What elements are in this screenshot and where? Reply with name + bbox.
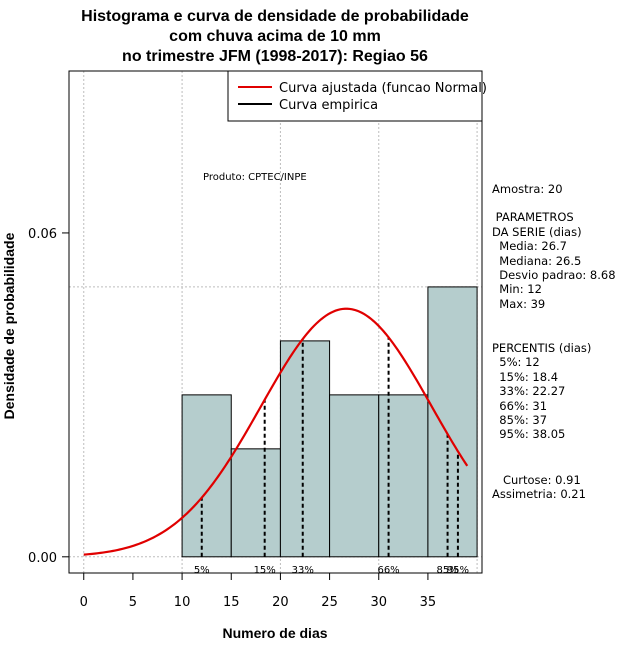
histogram-bar-4 xyxy=(378,394,429,558)
stat-assimetria: Assimetria: 0.21 xyxy=(492,487,586,501)
x-tick-label-3: 15 xyxy=(223,595,240,610)
x-tick-label-2: 10 xyxy=(174,595,191,610)
histogram-bar-3 xyxy=(329,394,380,558)
percentil-33: 33%: 22.27 xyxy=(492,384,565,398)
y-axis-title: Densidade de probabilidade xyxy=(1,232,17,419)
percentis-title: PERCENTIS (dias) xyxy=(492,341,591,355)
y-tick-label-1: 0.06 xyxy=(28,227,57,242)
percentil-95: 95%: 38.05 xyxy=(492,427,565,441)
percentile-label-5: 95% xyxy=(447,565,469,576)
legend-label-empirical: Curva empirica xyxy=(279,98,378,113)
histogram-bar-0 xyxy=(181,394,232,558)
percentile-label-4: 85% xyxy=(436,565,458,576)
percentil-66: 66%: 31 xyxy=(492,399,547,413)
percentil-15: 15%: 18.4 xyxy=(492,370,558,384)
histogram-bars xyxy=(181,286,478,558)
percentil-85: 85%: 37 xyxy=(492,413,547,427)
legend: Curva ajustada (funcao Normal) Curva emp… xyxy=(227,70,487,122)
stats-panel: Amostra: 20 PARAMETROS DA SERIE (dias) M… xyxy=(492,182,616,501)
stat-mediana: Mediana: 26.5 xyxy=(492,254,581,268)
percentil-5: 5%: 12 xyxy=(492,355,540,369)
stat-curtose: Curtose: 0.91 xyxy=(492,473,581,487)
y-tick-label-0: 0.00 xyxy=(28,551,57,566)
percentile-label-3: 66% xyxy=(377,565,399,576)
percentile-label-0: 5% xyxy=(194,565,210,576)
percentile-label-1: 15% xyxy=(254,565,276,576)
normal-curve xyxy=(83,307,469,556)
x-tick-label-6: 30 xyxy=(370,595,387,610)
x-tick-label-0: 0 xyxy=(80,595,88,610)
x-axis-title: Numero de dias xyxy=(222,625,327,641)
x-tick-label-1: 5 xyxy=(129,595,137,610)
stat-media: Media: 26.7 xyxy=(492,239,567,253)
title-line-3: no trimestre JFM (1998-2017): Regiao 56 xyxy=(122,48,428,65)
stat-desvio: Desvio padrao: 8.68 xyxy=(492,268,616,282)
legend-box xyxy=(227,70,483,122)
x-tick-label-7: 35 xyxy=(420,595,437,610)
x-tick-label-4: 20 xyxy=(272,595,289,610)
stat-min: Min: 12 xyxy=(492,282,542,296)
axes: 0 5 10 15 20 25 30 35 0.00 0.06 xyxy=(28,227,436,610)
product-credit: Produto: CPTEC/INPE xyxy=(203,172,307,183)
legend-label-normal: Curva ajustada (funcao Normal) xyxy=(279,81,487,96)
stat-max: Max: 39 xyxy=(492,297,545,311)
histogram-bar-1 xyxy=(230,448,281,558)
normal-curve-line xyxy=(83,307,469,556)
chart-title: Histograma e curva de densidade de proba… xyxy=(81,8,469,65)
title-line-1: Histograma e curva de densidade de proba… xyxy=(81,8,469,25)
x-tick-label-5: 25 xyxy=(321,595,338,610)
stat-amostra: Amostra: 20 xyxy=(492,182,563,196)
percentile-label-2: 33% xyxy=(292,565,314,576)
histogram-bar-5 xyxy=(427,286,478,558)
title-line-2: com chuva acima de 10 mm xyxy=(169,28,381,45)
percentile-markers: 5% 15% 33% 66% 85%95% xyxy=(194,337,469,576)
params-title-1: PARAMETROS xyxy=(492,210,574,224)
histogram-bar-2 xyxy=(279,340,331,558)
params-title-2: DA SERIE (dias) xyxy=(492,225,582,239)
